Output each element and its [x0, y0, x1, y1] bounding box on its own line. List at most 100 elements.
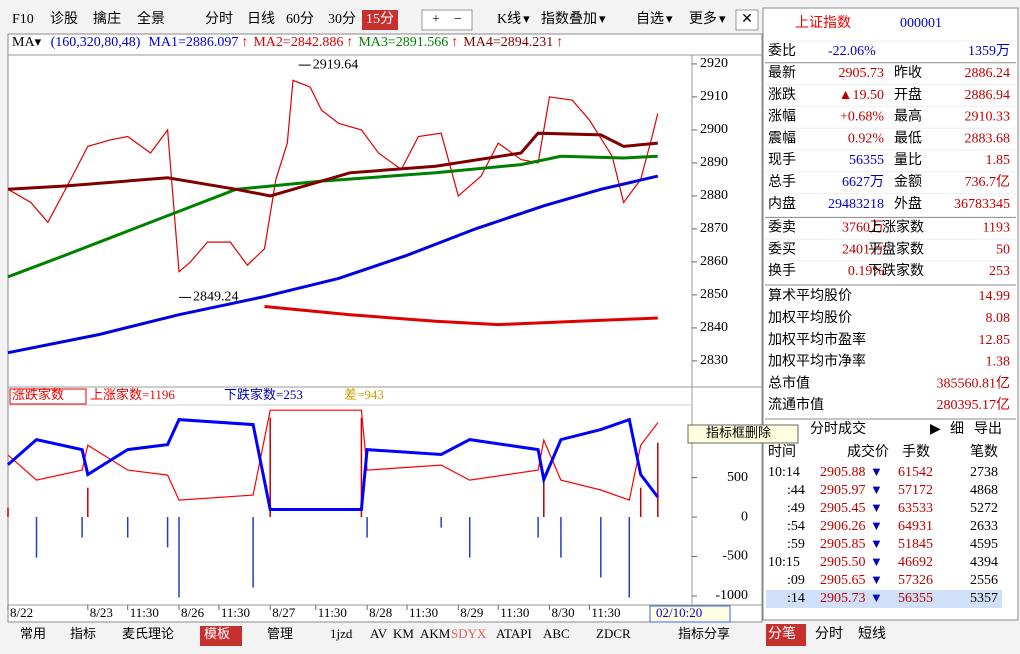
x-tick-label: 11:30: [130, 605, 159, 620]
trade-tab[interactable]: 细: [950, 421, 964, 437]
toolbar-item[interactable]: AV: [370, 626, 388, 641]
stat-value: 385560.81亿: [937, 375, 1011, 391]
stat-label: 加权平均市净率: [768, 353, 866, 370]
toolbar-item[interactable]: 1jzd: [330, 626, 353, 641]
indicator-header[interactable]: 涨跌家数: [12, 387, 64, 402]
quote-label: 金额: [894, 174, 922, 190]
toolbar-item[interactable]: 指标: [70, 626, 96, 641]
quote-label: 总手: [768, 174, 796, 190]
zoom-in[interactable]: +: [432, 12, 440, 27]
toolbar-item[interactable]: 模板: [204, 626, 230, 641]
toolbar-item[interactable]: 全景: [137, 10, 165, 27]
trade-arrow: ▼: [870, 482, 883, 497]
trade-count: 4595: [970, 537, 998, 552]
y-tick-label: 0: [741, 509, 748, 524]
dropdown-arrow: ▾: [35, 34, 42, 49]
trade-header: 时间: [768, 444, 796, 460]
quote-value: ▲19.50: [839, 88, 884, 103]
toolbar-item[interactable]: 麦氏理论: [122, 626, 174, 641]
series-line: [7, 131, 658, 198]
trade-volume: 63533: [898, 501, 933, 516]
x-tick-label: 11:30: [221, 605, 250, 620]
trade-time: 10:14: [768, 465, 800, 480]
trade-header: 成交价: [847, 443, 889, 460]
zoom-buttons[interactable]: [421, 9, 473, 31]
toolbar-button[interactable]: 指数叠加: [541, 11, 597, 27]
stat-label: 加权平均股价: [768, 310, 852, 326]
dropdown-arrow: ▾: [599, 11, 606, 26]
toolbar-item[interactable]: AKM: [420, 626, 451, 641]
trade-volume: 64931: [898, 519, 933, 534]
active-template: [200, 626, 242, 646]
toolbar-item[interactable]: ABC: [543, 626, 570, 641]
period-button[interactable]: 60分: [286, 11, 314, 27]
stat-value: 1.38: [986, 355, 1011, 370]
close-icon[interactable]: ✕: [741, 12, 753, 27]
quote-label: 换手: [768, 262, 796, 279]
series-line: [7, 417, 659, 511]
stat-value: 8.08: [986, 311, 1011, 326]
period-button[interactable]: 30分: [328, 11, 356, 27]
quote-label: 委比: [768, 43, 796, 59]
trade-count: 2556: [970, 573, 998, 588]
toolbar-item[interactable]: 常用: [20, 626, 46, 641]
y-tick-label: 2830: [700, 353, 728, 368]
bottom-tab[interactable]: 短线: [858, 626, 886, 642]
toolbar-button[interactable]: K线: [497, 11, 521, 27]
period-button[interactable]: 日线: [247, 11, 275, 27]
y-tick-label: 2910: [700, 89, 728, 104]
bottom-tab[interactable]: 分笔: [768, 626, 796, 642]
toolbar-item[interactable]: SDYX: [451, 626, 487, 641]
indicator-header: 差=943: [344, 387, 384, 402]
x-tick-label: 8/27: [272, 605, 296, 620]
x-tick-label: 11:30: [500, 605, 529, 620]
toolbar-item[interactable]: F10: [12, 12, 34, 27]
y-tick-label: 2870: [700, 221, 728, 236]
stat-label: 加权平均市盈率: [768, 331, 866, 348]
trade-tab[interactable]: 分时成交: [810, 420, 866, 437]
quote-label: 上涨家数: [868, 219, 924, 236]
trade-tab[interactable]: 导出: [974, 421, 1002, 437]
quote-label: 外盘: [894, 195, 922, 212]
zoom-out[interactable]: −: [454, 12, 462, 27]
toolbar-item[interactable]: 擒庄: [93, 10, 121, 27]
stat-value: 14.99: [979, 289, 1011, 304]
series-line: [7, 79, 659, 274]
trend-arrow: ↑: [346, 35, 353, 50]
toolbar-item[interactable]: KM: [393, 626, 414, 641]
trade-price: 2905.85: [820, 537, 866, 552]
period-button[interactable]: 15分: [366, 11, 394, 27]
quote-label: 现手: [768, 152, 796, 168]
quote-value: 2883.68: [965, 131, 1011, 146]
trade-arrow: ▼: [870, 572, 883, 587]
stat-value: 280395.17亿: [937, 397, 1011, 413]
trade-count: 5357: [970, 591, 998, 606]
toolbar-item[interactable]: 指标分享: [678, 626, 730, 641]
y-tick-label: 2850: [700, 287, 728, 302]
toolbar-item[interactable]: ZDCR: [596, 626, 631, 641]
toolbar-button[interactable]: 更多: [689, 10, 717, 27]
stat-label: 总市值: [768, 374, 810, 391]
y-tick-label: 2900: [700, 122, 728, 137]
stat-value: 12.85: [979, 333, 1011, 348]
y-tick-label: 2880: [700, 188, 728, 203]
trade-arrow: ▼: [870, 554, 883, 569]
toolbar-button[interactable]: 自选: [636, 11, 664, 27]
toolbar-item[interactable]: 管理: [267, 626, 293, 641]
y-tick-label: 2840: [700, 320, 728, 335]
x-tick-label: 11:30: [591, 605, 620, 620]
toolbar-item[interactable]: ATAPI: [496, 626, 532, 641]
indicator-box[interactable]: [9, 388, 87, 405]
trade-price: 2905.45: [820, 501, 866, 516]
toolbar-item[interactable]: 诊股: [50, 11, 78, 27]
cursor-box: [649, 605, 731, 623]
trade-volume: 61542: [898, 465, 933, 480]
x-tick-label: 8/30: [552, 605, 575, 620]
indicator-header: 上涨家数=1196: [90, 387, 175, 402]
trade-volume: 56355: [898, 591, 933, 606]
period-button[interactable]: 分时: [205, 11, 233, 27]
trade-count: 4868: [970, 483, 998, 498]
bottom-tab[interactable]: 分时: [815, 626, 843, 642]
close-button[interactable]: [735, 9, 759, 31]
